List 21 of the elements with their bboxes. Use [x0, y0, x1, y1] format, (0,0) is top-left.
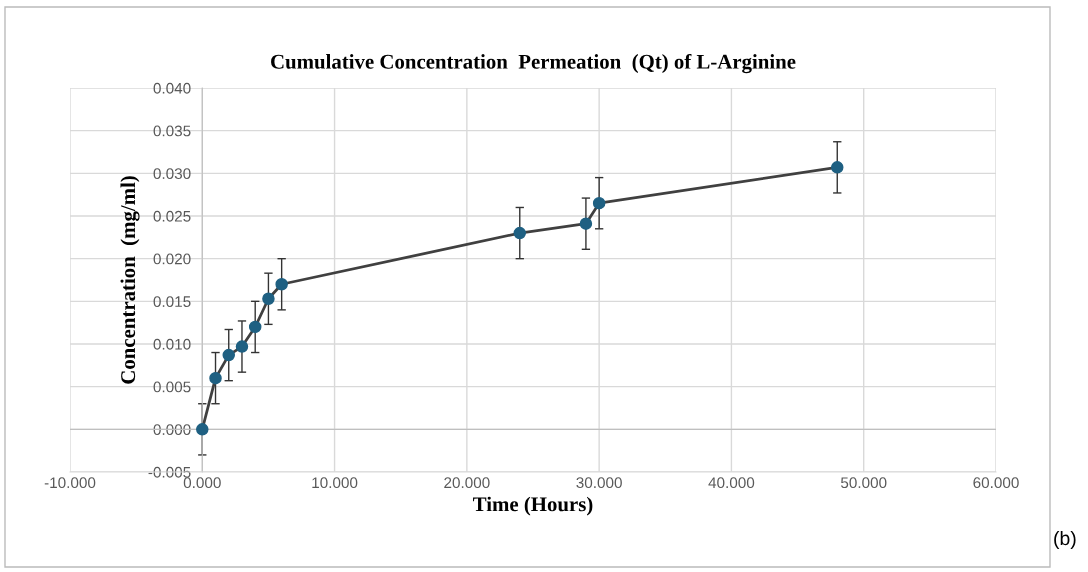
x-tick-label: 60.000 [973, 477, 1019, 489]
y-axis-title: Concentration (mg/ml) [120, 176, 140, 384]
y-tick-label: 0.005 [153, 381, 191, 393]
y-tick-label: 0.035 [153, 125, 191, 137]
x-tick-label: 20.000 [444, 477, 490, 489]
y-tick-label: 0.010 [153, 338, 191, 350]
text: (b) [1054, 530, 1076, 550]
x-tick-label: 10.000 [312, 477, 358, 489]
x-axis-title: Time (Hours) [473, 496, 593, 516]
chart-title: Cumulative Concentration Permeation (Qt) of L-Arginine [271, 53, 796, 74]
y-tick-label: 0.015 [153, 296, 191, 308]
x-tick-label: 30.000 [576, 477, 622, 489]
y-tick-label: 0.030 [153, 168, 191, 180]
y-tick-label: -0.005 [148, 466, 191, 478]
y-tick-label: 0.040 [153, 82, 191, 94]
x-tick-label: 0.000 [183, 477, 221, 489]
x-tick-label: 40.000 [708, 477, 755, 489]
x-tick-label: 50.000 [840, 477, 887, 489]
x-tick-label: -10.000 [44, 477, 96, 489]
y-tick-label: 0.025 [153, 210, 191, 222]
y-tick-label: 0.020 [153, 253, 191, 265]
